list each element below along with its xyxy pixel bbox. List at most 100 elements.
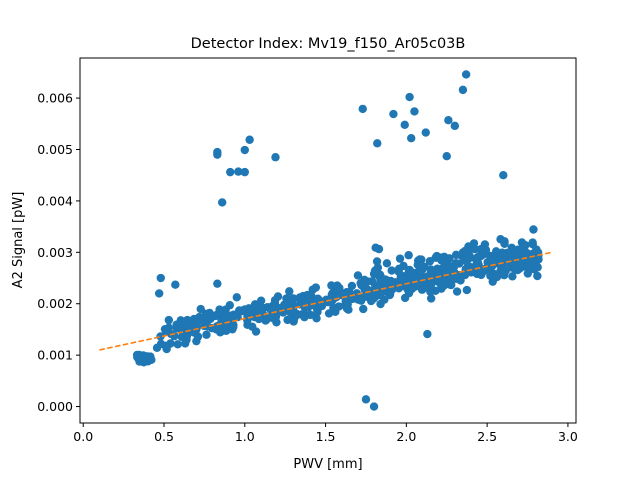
data-point — [171, 280, 180, 289]
data-point — [461, 246, 470, 255]
data-point — [164, 315, 174, 325]
data-point — [521, 240, 530, 250]
data-point — [240, 167, 249, 177]
data-point — [426, 265, 436, 274]
y-tick-label: 0.006 — [37, 91, 73, 106]
data-point — [217, 198, 227, 207]
data-point — [247, 322, 257, 331]
data-point — [172, 320, 181, 329]
data-point — [499, 271, 509, 280]
data-point — [361, 283, 370, 292]
data-point — [527, 261, 536, 270]
data-point — [426, 294, 436, 303]
x-tick-label: 1.0 — [235, 429, 255, 444]
x-tick-label: 0.5 — [154, 429, 174, 444]
data-point — [528, 238, 537, 247]
data-point — [333, 285, 342, 294]
data-point — [499, 171, 508, 180]
x-tick-label: 2.0 — [396, 429, 416, 444]
data-point — [201, 311, 210, 321]
data-point — [329, 303, 338, 312]
data-point — [369, 402, 379, 411]
data-point — [311, 283, 321, 292]
data-point — [359, 304, 368, 314]
data-point — [474, 269, 484, 278]
data-point — [452, 287, 462, 296]
data-point — [415, 281, 424, 291]
data-point — [173, 340, 182, 349]
data-point — [306, 310, 315, 320]
data-point — [202, 330, 211, 339]
data-point — [420, 262, 429, 272]
data-point — [458, 85, 468, 95]
data-point — [508, 272, 517, 281]
data-point — [443, 261, 453, 270]
chart-title: Detector Index: Mv19_f150_Ar05c03B — [191, 36, 466, 52]
data-point — [234, 167, 243, 176]
data-point — [240, 145, 249, 155]
data-point — [152, 343, 162, 353]
data-point — [473, 253, 482, 262]
fit-line-group — [99, 251, 552, 351]
data-point — [374, 283, 383, 292]
data-point — [446, 280, 456, 290]
data-point — [156, 273, 165, 283]
data-point — [400, 120, 409, 130]
data-point — [385, 290, 395, 300]
data-point — [462, 253, 471, 262]
data-point — [462, 285, 472, 295]
data-point — [442, 151, 451, 161]
data-point — [431, 253, 440, 262]
y-tick-label: 0.003 — [37, 245, 73, 260]
data-point — [451, 259, 461, 268]
data-point — [408, 268, 417, 277]
data-point — [461, 70, 471, 79]
data-point — [451, 250, 461, 260]
data-point — [229, 313, 239, 322]
data-point — [382, 259, 392, 268]
data-point — [232, 293, 241, 302]
data-point — [376, 299, 385, 309]
data-point — [217, 320, 227, 329]
data-point — [449, 267, 459, 277]
data-point — [387, 266, 396, 275]
data-point — [203, 322, 212, 331]
data-point — [255, 303, 265, 313]
data-point — [245, 312, 254, 321]
data-point — [353, 271, 363, 280]
y-axis: 0.000 0.001 0.002 0.003 0.004 0.005 0.006 — [37, 91, 80, 414]
data-point — [532, 245, 541, 254]
data-point — [405, 92, 414, 102]
data-point — [445, 254, 454, 263]
data-point — [161, 326, 171, 336]
data-point — [357, 293, 367, 303]
x-axis-label: PWV [mm] — [293, 457, 362, 472]
data-point — [193, 332, 203, 341]
data-point — [254, 314, 264, 324]
data-point — [395, 254, 405, 263]
data-point — [360, 275, 369, 284]
data-point — [270, 296, 280, 305]
data-point — [229, 322, 238, 332]
data-point — [245, 135, 254, 144]
data-point — [161, 341, 170, 351]
data-point — [491, 247, 501, 256]
data-point — [226, 167, 235, 177]
y-tick-label: 0.002 — [37, 296, 73, 311]
data-point — [237, 306, 247, 316]
data-point — [343, 300, 352, 309]
data-point — [261, 316, 270, 325]
y-tick-label: 0.005 — [37, 142, 73, 157]
x-tick-label: 3.0 — [558, 429, 578, 444]
data-points — [132, 70, 543, 411]
data-point — [431, 286, 440, 295]
data-point — [304, 291, 313, 301]
data-point — [213, 147, 222, 157]
data-point — [410, 107, 419, 116]
data-point — [533, 271, 542, 281]
x-axis: 0.0 0.5 1.0 1.5 2.0 2.5 3.0 — [73, 423, 578, 444]
data-point — [389, 109, 398, 119]
data-point — [480, 249, 489, 259]
data-point — [421, 128, 430, 137]
